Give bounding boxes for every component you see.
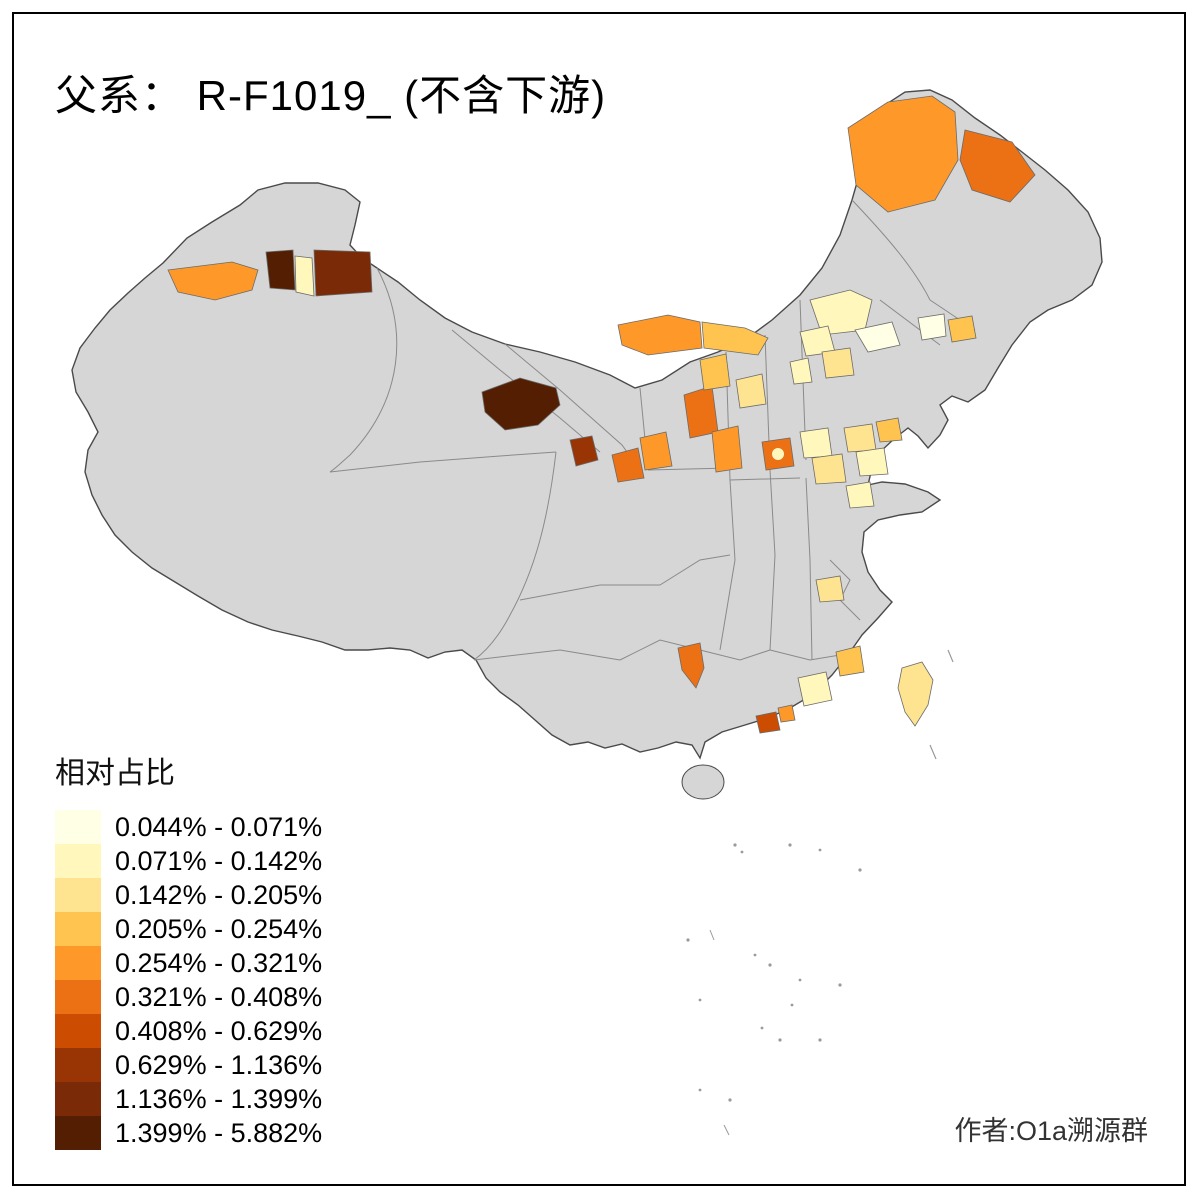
legend-label: 0.205% - 0.254% (115, 913, 323, 944)
legend-swatch (55, 878, 101, 912)
page-title: 父系： R-F1019_ (不含下游) (55, 72, 607, 119)
map-region (843, 423, 877, 453)
legend-item: 0.071% - 0.142% (55, 844, 322, 878)
legend-item: 0.629% - 1.136% (55, 1048, 322, 1082)
legend-item: 0.142% - 0.205% (55, 878, 322, 912)
map-region (677, 642, 705, 689)
map-region (797, 671, 833, 707)
legend-item: 0.044% - 0.071% (55, 810, 322, 844)
map-region (639, 431, 673, 471)
taiwan-island (897, 661, 934, 727)
legend-swatch (55, 912, 101, 946)
map-region (772, 448, 784, 460)
map-region (701, 321, 769, 356)
legend-swatch (55, 1014, 101, 1048)
legend-label: 1.136% - 1.399% (115, 1083, 323, 1114)
map-region (617, 314, 703, 356)
legend: 相对占比 0.044% - 0.071% 0.071% - 0.142% 0.1… (55, 748, 322, 1150)
legend-swatch (55, 844, 101, 878)
legend-label: 0.629% - 1.136% (115, 1049, 323, 1080)
map-region (847, 95, 959, 213)
map-region (875, 417, 903, 443)
author-credit: 作者:O1a溯源群 (954, 1116, 1148, 1146)
map-region (854, 321, 901, 353)
legend-label: 0.142% - 0.205% (115, 879, 323, 910)
legend-item: 1.399% - 5.882% (55, 1116, 322, 1150)
map-region (777, 704, 796, 723)
legend-title: 相对占比 (55, 757, 175, 790)
map-region (789, 357, 813, 385)
map-region (947, 315, 977, 343)
legend-swatch (55, 810, 101, 844)
south-china-sea-islets (686, 649, 954, 1136)
map-region (917, 313, 947, 341)
legend-swatch (55, 946, 101, 980)
legend-label: 0.254% - 0.321% (115, 947, 323, 978)
map-region (821, 347, 855, 379)
legend-item: 0.205% - 0.254% (55, 912, 322, 946)
legend-label: 0.044% - 0.071% (115, 811, 323, 842)
map-region (811, 453, 847, 485)
legend-swatch (55, 980, 101, 1014)
colored-regions (167, 95, 1036, 734)
map-region (699, 353, 731, 391)
map-region (167, 261, 259, 301)
mainland-outline (71, 89, 1103, 760)
legend-label: 0.321% - 0.408% (115, 981, 323, 1012)
legend-label: 1.399% - 5.882% (115, 1117, 323, 1148)
map-region (569, 435, 599, 467)
legend-item: 0.254% - 0.321% (55, 946, 322, 980)
map-region (265, 249, 296, 291)
map-region (755, 711, 781, 734)
map-region (835, 645, 865, 677)
legend-swatch (55, 1048, 101, 1082)
map-region (815, 575, 845, 603)
map-region (711, 425, 743, 473)
legend-item: 0.408% - 0.629% (55, 1014, 322, 1048)
legend-item: 0.321% - 0.408% (55, 980, 322, 1014)
legend-item: 1.136% - 1.399% (55, 1082, 322, 1116)
map-region (294, 255, 315, 297)
map-region (855, 447, 889, 477)
map-region (735, 373, 767, 409)
legend-label: 0.408% - 0.629% (115, 1015, 323, 1046)
map-region (845, 481, 875, 509)
map-region (611, 447, 645, 483)
legend-swatch (55, 1116, 101, 1150)
map-region (959, 129, 1036, 203)
hainan-island (681, 764, 725, 800)
legend-swatch (55, 1082, 101, 1116)
map-region (313, 249, 373, 297)
map-region (683, 385, 719, 439)
legend-rows: 0.044% - 0.071% 0.071% - 0.142% 0.142% -… (55, 810, 322, 1150)
map-region (481, 377, 561, 431)
map-region (799, 427, 833, 459)
legend-label: 0.071% - 0.142% (115, 845, 323, 876)
